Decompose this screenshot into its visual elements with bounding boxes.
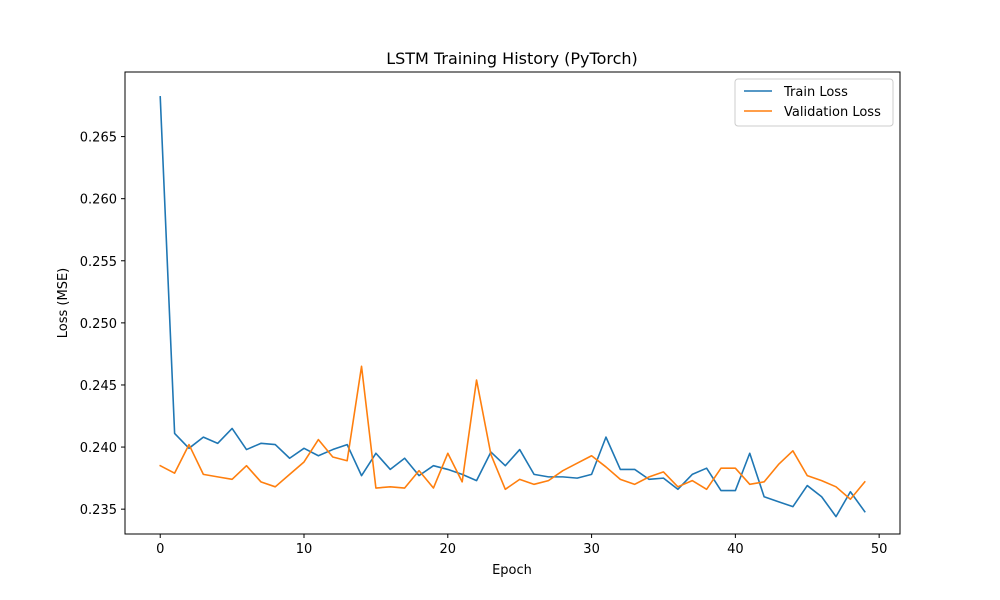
x-tick-label: 20: [440, 542, 457, 557]
x-tick-label: 40: [727, 542, 744, 557]
x-tick-label: 30: [583, 542, 600, 557]
legend: Train Loss Validation Loss: [734, 78, 894, 127]
x-tick-label: 0: [156, 542, 164, 557]
legend-label-train-loss: Train Loss: [783, 85, 848, 100]
y-tick-label: 0.265: [80, 131, 117, 146]
y-tick-label: 0.245: [80, 379, 117, 394]
y-axis-ticks: 0.235 0.240 0.245 0.250 0.255 0.260 0.265: [80, 131, 125, 518]
legend-box: [734, 78, 894, 127]
x-axis-label: Epoch: [492, 563, 532, 578]
y-tick-label: 0.250: [80, 317, 117, 332]
x-tick-label: 10: [296, 542, 313, 557]
y-tick-label: 0.240: [80, 441, 117, 456]
series-line-validation-loss: [159, 365, 866, 501]
plot-lines: [159, 96, 866, 518]
y-tick-label: 0.255: [80, 255, 117, 270]
series-line-train-loss: [159, 96, 866, 518]
chart-title: LSTM Training History (PyTorch): [386, 49, 638, 68]
y-tick-label: 0.235: [80, 503, 117, 518]
y-axis-label: Loss (MSE): [56, 268, 71, 338]
legend-label-validation-loss: Validation Loss: [784, 105, 881, 120]
x-axis-ticks: 0 10 20 30 40 50: [156, 534, 887, 557]
plot-frame: [124, 71, 901, 535]
x-tick-label: 50: [871, 542, 888, 557]
y-tick-label: 0.260: [80, 193, 117, 208]
